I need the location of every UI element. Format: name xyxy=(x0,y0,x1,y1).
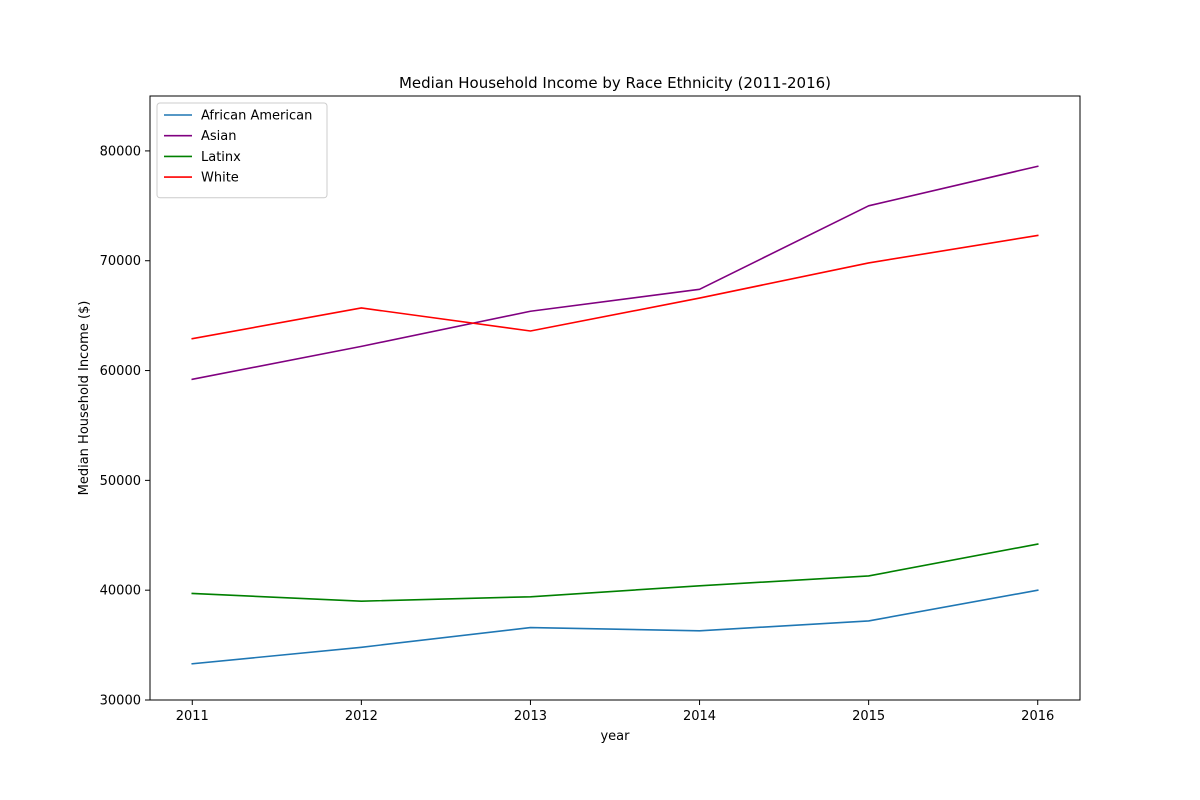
y-tick-label: 80000 xyxy=(100,144,141,159)
x-tick-label: 2016 xyxy=(1021,709,1054,724)
series-line-asian xyxy=(191,165,1039,381)
legend: African American Asian Latinx White xyxy=(156,102,328,199)
y-tick-label: 50000 xyxy=(100,474,141,489)
x-tick-label: 2012 xyxy=(345,709,378,724)
legend-box xyxy=(156,102,328,199)
y-tick-label: 30000 xyxy=(100,694,141,709)
y-axis-label: Median Household Income ($) xyxy=(77,301,92,496)
legend-label-white: White xyxy=(201,171,239,186)
x-tick-label: 2013 xyxy=(514,709,547,724)
y-tick-label: 70000 xyxy=(100,254,141,269)
y-tick-label: 40000 xyxy=(100,584,141,599)
series-line-african-american xyxy=(191,589,1039,665)
x-axis: 2011 2012 2013 2014 2015 2016 xyxy=(176,700,1054,724)
series-layer xyxy=(191,165,1039,665)
legend-label-african-american: African American xyxy=(201,109,312,124)
plot-frame xyxy=(149,95,1081,701)
y-axis: 30000 40000 50000 60000 70000 80000 xyxy=(100,144,150,709)
y-tick-label: 60000 xyxy=(100,364,141,379)
series-line-latinx xyxy=(191,543,1039,602)
series-line-white xyxy=(191,234,1039,340)
legend-label-asian: Asian xyxy=(201,129,236,144)
x-tick-label: 2014 xyxy=(683,709,716,724)
chart-title: Median Household Income by Race Ethnicit… xyxy=(399,74,831,92)
legend-label-latinx: Latinx xyxy=(201,150,241,165)
x-tick-label: 2011 xyxy=(176,709,209,724)
x-axis-label: year xyxy=(600,729,630,744)
x-tick-label: 2015 xyxy=(852,709,885,724)
